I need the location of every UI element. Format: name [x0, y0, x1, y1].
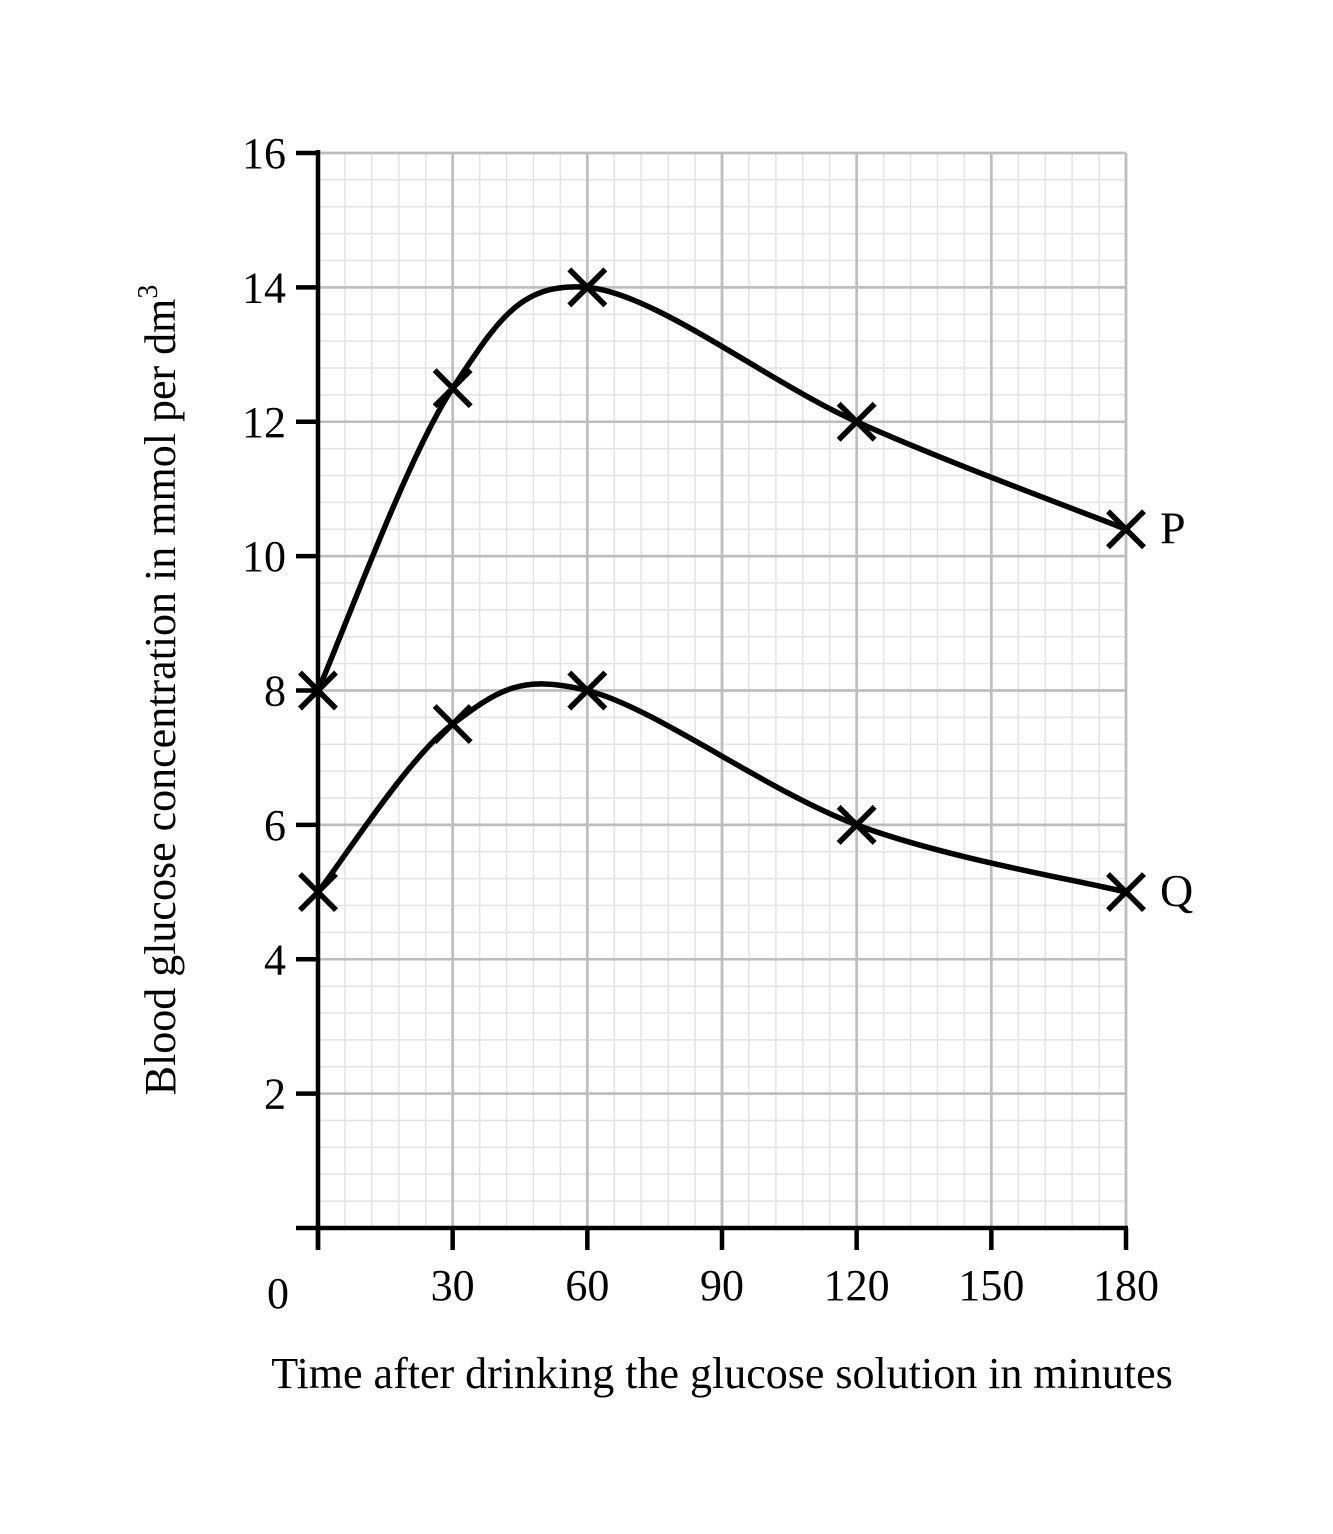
data-point-marker [432, 704, 473, 745]
data-point-marker [432, 368, 473, 409]
x-tick-label: 60 [565, 1261, 609, 1310]
x-tick-label: 90 [700, 1261, 744, 1310]
series-line-Q [315, 681, 1129, 895]
data-point-marker [836, 401, 877, 442]
data-point-marker [1106, 509, 1146, 550]
chart-grid [318, 151, 1128, 1228]
data-point-marker [567, 670, 608, 711]
y-tick-label: 12 [242, 398, 286, 447]
y-axis-title-text: Blood glucose concentration in mmol per … [136, 299, 185, 1096]
y-tick-label: 2 [264, 1070, 286, 1119]
x-tick-label: 30 [431, 1261, 475, 1310]
y-tick-label: 4 [264, 935, 286, 984]
data-point-marker [298, 872, 338, 913]
chart-ticks: 0 30 60 90 120 150 180 2 4 6 8 10 12 14 16 [242, 129, 1159, 1318]
y-axis-title: Blood glucose concentration in mmol per … [133, 285, 185, 1096]
x-tick-label: 0 [267, 1269, 289, 1318]
x-tick-label: 180 [1093, 1261, 1159, 1310]
series-label-P: P [1160, 502, 1186, 553]
x-tick-label: 150 [958, 1261, 1024, 1310]
y-tick-label: 8 [264, 667, 286, 716]
data-point-marker [836, 804, 877, 845]
series-line-P [315, 284, 1129, 694]
chart-series: PQ [298, 267, 1193, 916]
series-label-Q: Q [1160, 865, 1193, 916]
data-point-marker [298, 670, 338, 711]
y-tick-label: 6 [264, 801, 286, 850]
x-axis-title: Time after drinking the glucose solution… [271, 1349, 1173, 1398]
y-axis-title-superscript: 3 [133, 285, 164, 299]
series-Q: Q [298, 670, 1193, 916]
y-tick-label: 10 [242, 532, 286, 581]
data-point-marker [1106, 872, 1146, 913]
data-point-marker [567, 267, 608, 308]
y-tick-label: 14 [242, 263, 286, 312]
y-tick-label: 16 [242, 129, 286, 178]
series-P: P [298, 267, 1186, 711]
x-tick-label: 120 [824, 1261, 890, 1310]
